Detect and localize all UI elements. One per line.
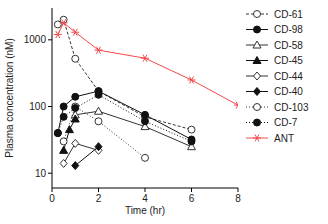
legend: CD-61 CD-98 CD-58 CD-45 CD-44 CD-40 CD-103 CD-7… <box>246 9 309 144</box>
y-tick <box>48 39 52 40</box>
x-tick-label: 2 <box>96 193 102 204</box>
legend-label: CD-45 <box>274 55 303 66</box>
y-tick <box>48 173 52 174</box>
data-point <box>95 118 102 125</box>
y-tick-label: 10 <box>35 168 47 179</box>
data-point <box>60 113 67 120</box>
data-point <box>60 103 67 110</box>
data-point <box>142 154 149 161</box>
y-tick <box>48 106 52 107</box>
data-point <box>234 102 238 109</box>
legend-marker <box>254 119 261 126</box>
legend-label: CD-40 <box>274 86 303 97</box>
series-line <box>58 95 192 142</box>
data-point <box>54 21 61 28</box>
data-point <box>72 162 79 170</box>
data-point <box>72 139 79 147</box>
data-point <box>71 29 79 36</box>
data-point <box>60 19 68 26</box>
x-tick-label: 0 <box>49 193 55 204</box>
data-point <box>60 138 67 145</box>
legend-label: CD-61 <box>274 9 303 20</box>
series-line <box>58 20 192 130</box>
legend-marker <box>254 88 261 96</box>
data-point <box>188 126 195 133</box>
legend-marker <box>253 41 261 48</box>
x-tick <box>52 188 53 192</box>
data-point <box>54 130 61 137</box>
series-line <box>58 91 192 139</box>
data-point <box>54 31 62 38</box>
data-point <box>142 118 149 125</box>
data-point <box>95 107 103 114</box>
series-line <box>58 23 238 105</box>
data-point <box>141 55 149 62</box>
series-line <box>75 147 98 166</box>
data-point <box>60 146 68 153</box>
legend-label: CD-44 <box>274 71 303 82</box>
legend-marker <box>253 57 261 64</box>
legend-label: ANT <box>274 133 294 144</box>
y-tick-label: 1000 <box>24 34 47 45</box>
y-axis <box>52 8 53 188</box>
x-tick <box>98 188 99 192</box>
data-point <box>95 47 103 54</box>
x-axis-title: Time (hr) <box>125 205 165 216</box>
data-point <box>54 130 61 137</box>
legend-label: CD-58 <box>274 40 303 51</box>
x-tick <box>191 188 192 192</box>
x-tick-label: 4 <box>142 193 148 204</box>
x-tick-label: 6 <box>189 193 195 204</box>
data-point <box>71 115 79 122</box>
y-axis-title: Plasma concentration (nM) <box>4 38 15 158</box>
x-tick-label: 8 <box>235 193 241 204</box>
legend-marker <box>254 72 261 80</box>
legend-marker <box>254 11 261 18</box>
legend-label: CD-103 <box>274 102 309 113</box>
plot-area <box>54 16 238 169</box>
data-point <box>72 93 79 100</box>
data-point <box>72 104 79 111</box>
legend-label: CD-98 <box>274 24 303 35</box>
y-tick-label: 100 <box>29 101 46 112</box>
legend-marker <box>253 135 261 142</box>
x-tick <box>238 188 239 192</box>
x-tick <box>145 188 146 192</box>
series-line <box>75 111 191 146</box>
series-line <box>64 107 145 158</box>
chart: 0 2 4 6 8 10 100 1000 Time (hr) Plasma concentrat… <box>0 0 328 224</box>
legend-label: CD-7 <box>274 117 298 128</box>
data-point <box>72 55 79 62</box>
data-point <box>188 77 196 84</box>
data-point <box>95 91 102 98</box>
data-point <box>65 126 73 133</box>
data-point <box>60 159 67 167</box>
data-point <box>142 111 149 118</box>
legend-marker <box>254 104 261 111</box>
legend-marker <box>254 26 261 33</box>
data-point <box>188 138 195 145</box>
data-point <box>95 143 102 151</box>
